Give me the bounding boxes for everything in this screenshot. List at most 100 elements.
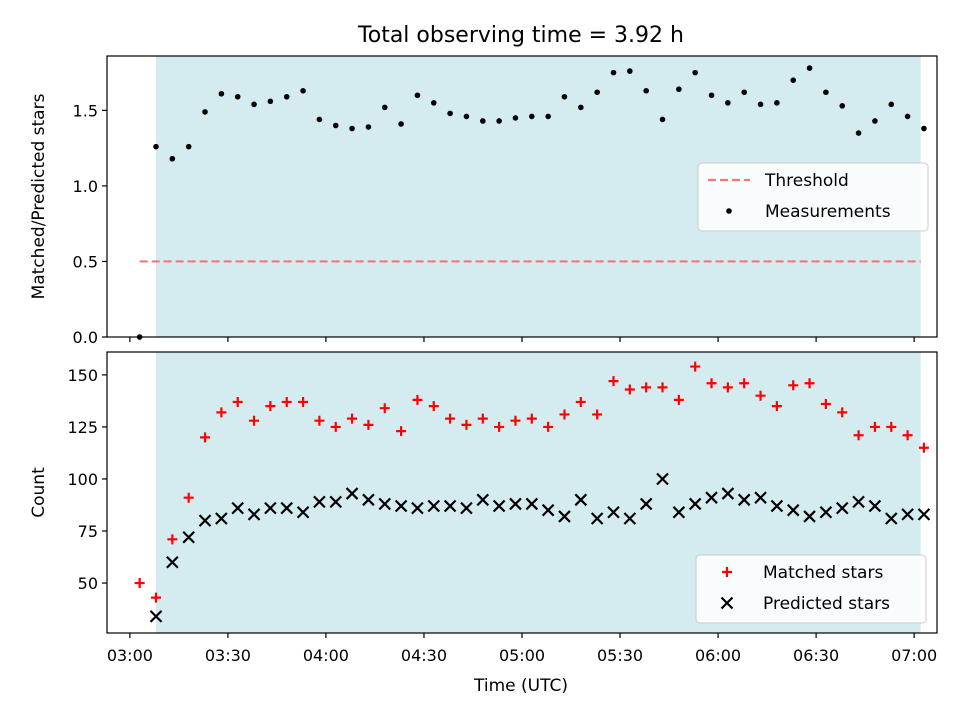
measurement-point [806, 65, 813, 71]
predicted-point [166, 555, 179, 569]
x-tick-label: 07:00 [891, 646, 937, 665]
matched-point [396, 426, 407, 437]
predicted-point [656, 472, 669, 486]
predicted-point [492, 499, 506, 513]
series-measurements [136, 65, 927, 340]
y-tick-label: 0.5 [73, 252, 98, 271]
predicted-point [411, 501, 424, 515]
matched-point [771, 401, 782, 412]
measurement-point [381, 104, 388, 111]
x-tick-label: 03:00 [107, 646, 153, 665]
legend-measurement-swatch [726, 208, 732, 214]
measurement-point [725, 100, 731, 106]
legend-label: Predicted stars [763, 594, 890, 614]
measurement-point [823, 89, 829, 96]
legend-label: Threshold [764, 171, 849, 191]
predicted-point [786, 503, 800, 517]
predicted-point [296, 505, 310, 519]
measurement-point [349, 125, 355, 132]
predicted-point [329, 495, 343, 509]
measurement-point [692, 69, 698, 76]
predicted-point [443, 499, 457, 513]
matched-point [216, 407, 227, 418]
x-tick-label: 06:30 [793, 646, 839, 665]
measurement-point [479, 118, 486, 124]
matched-point [592, 409, 603, 420]
predicted-point [427, 499, 441, 513]
matched-point [330, 421, 341, 432]
predicted-point [819, 505, 833, 519]
series-matched-stars [134, 361, 929, 603]
matched-point [804, 378, 815, 389]
measurement-point [594, 89, 600, 96]
predicted-point [770, 499, 784, 513]
predicted-point [313, 495, 326, 509]
predicted-point [182, 530, 195, 544]
matched-point [837, 407, 848, 418]
legend: Matched stars Predicted stars [695, 554, 927, 624]
predicted-point [509, 497, 522, 511]
matched-point [722, 382, 733, 393]
predicted-point [639, 497, 653, 511]
measurement-point [888, 101, 895, 108]
series-predicted-stars [149, 472, 931, 623]
predicted-point [607, 505, 620, 519]
matched-point [494, 421, 505, 432]
x-tick-label: 06:00 [695, 646, 741, 665]
predicted-point [705, 491, 718, 504]
matched-point [690, 361, 701, 372]
matched-point [608, 376, 619, 387]
matched-point [167, 534, 178, 545]
predicted-point [835, 501, 849, 515]
measurement-point [153, 143, 159, 150]
predicted-point [623, 512, 637, 525]
predicted-point [803, 510, 816, 523]
predicted-point [917, 508, 931, 521]
predicted-point [754, 491, 767, 504]
predicted-point [476, 493, 490, 507]
measurement-point [741, 89, 748, 96]
measurement-point [185, 143, 192, 150]
matched-point [347, 413, 358, 424]
matched-point [477, 413, 488, 424]
measurement-point [218, 90, 225, 97]
matched-point [232, 396, 243, 407]
measurement-point [708, 92, 715, 99]
predicted-point [231, 501, 244, 515]
x-axis-label: Time (UTC) [473, 676, 568, 696]
measurement-point [463, 113, 470, 120]
measurement-point [300, 87, 306, 94]
matched-point [461, 419, 472, 430]
y-tick-label: 75 [78, 522, 98, 541]
matched-point [657, 382, 668, 393]
measurement-point [774, 100, 780, 106]
y-tick-label: 150 [67, 366, 98, 385]
matched-point [428, 401, 439, 412]
y-tick-label: 0.0 [73, 328, 98, 347]
x-tick-label: 05:00 [499, 646, 545, 665]
predicted-point [345, 487, 359, 500]
matched-point [526, 413, 537, 424]
measurement-point [676, 86, 682, 93]
measurement-point [839, 103, 846, 109]
measurement-point [610, 69, 617, 76]
measurement-point [872, 118, 878, 124]
x-tick-label: 03:30 [205, 646, 251, 665]
matched-point [624, 384, 635, 395]
predicted-point [264, 501, 277, 515]
y-axis-label: Count [29, 467, 49, 518]
matched-point [543, 421, 554, 432]
chart-title: Total observing time = 3.92 h [357, 23, 684, 48]
matched-point [412, 394, 423, 405]
predicted-point [737, 493, 751, 507]
predicted-point [280, 501, 294, 515]
predicted-point [901, 508, 914, 521]
measurement-point [430, 100, 437, 106]
ratio-panel: 0.0 0.5 1.0 1.5 Matched/Predicted stars Thres… [29, 55, 938, 347]
predicted-point [362, 493, 375, 507]
matched-point [445, 413, 456, 424]
predicted-point [688, 497, 702, 511]
measurement-point [251, 101, 257, 108]
matched-point [739, 378, 750, 389]
count-panel: 50 75 100 125 150 03:00 03:30 04:00 04:30 05:00 05… [29, 351, 938, 665]
